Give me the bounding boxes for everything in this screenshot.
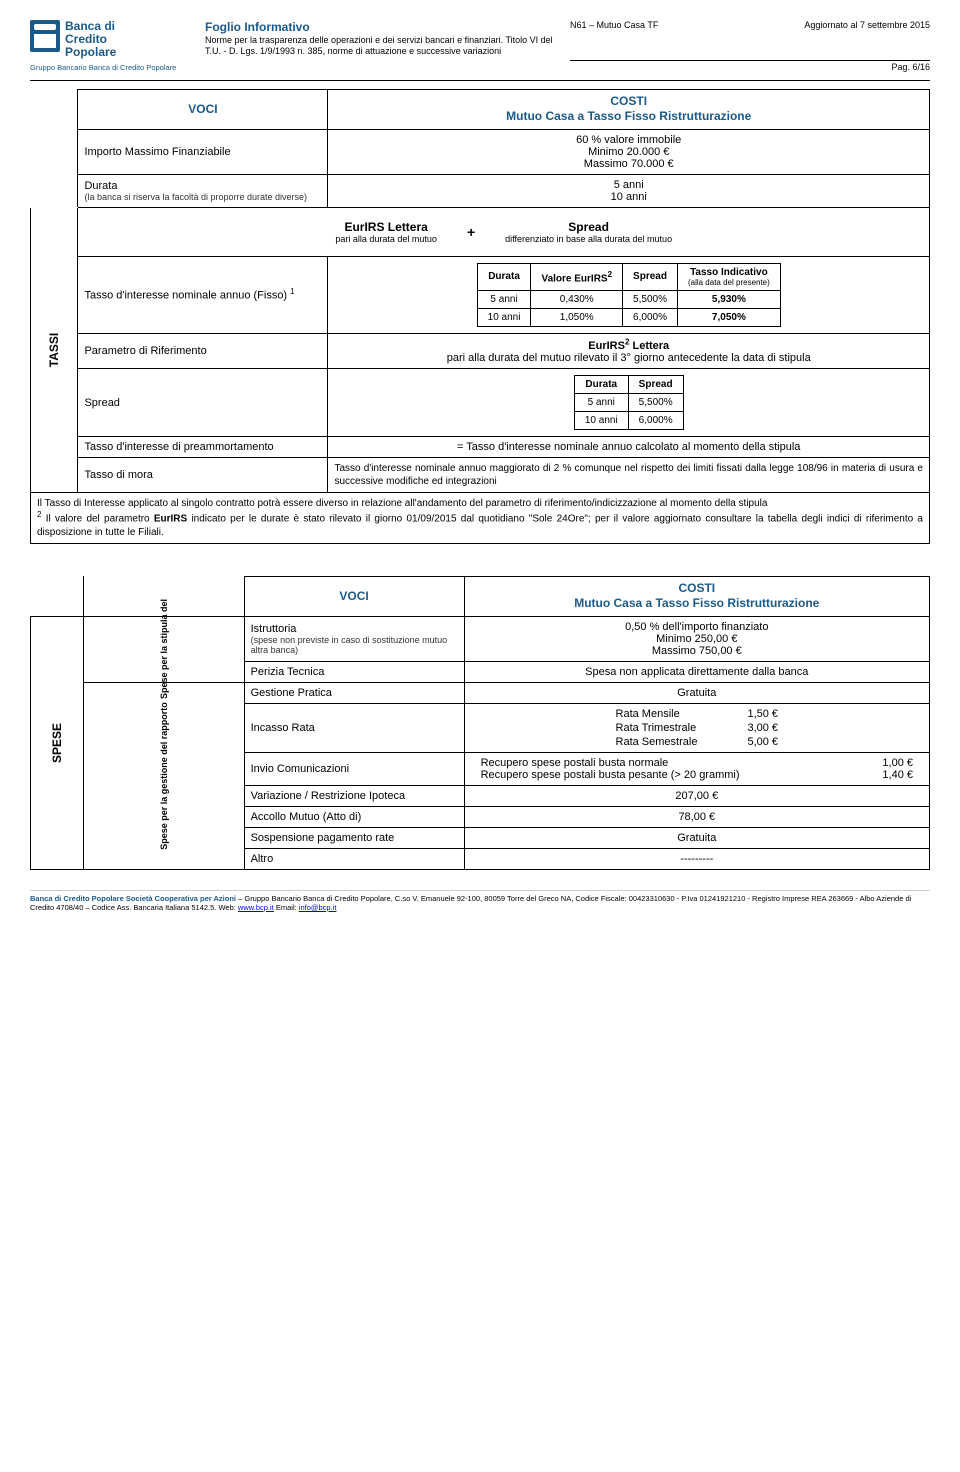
row-istruttoria-label: Istruttoria (spese non previste in caso … xyxy=(244,616,464,661)
row-sosp-label: Sospensione pagamento rate xyxy=(244,827,464,848)
tassi-vertical-label: TASSI xyxy=(31,207,78,493)
row-var-label: Variazione / Restrizione Ipoteca xyxy=(244,785,464,806)
row-gest-pratica-label: Gestione Pratica xyxy=(244,682,464,703)
row-gest-pratica-value: Gratuita xyxy=(464,682,929,703)
logo-block: Banca di Credito Popolare Gruppo Bancari… xyxy=(30,20,190,72)
spread-sub-table: DurataSpread 5 anni5,500% 10 anni6,000% xyxy=(574,375,684,430)
costi-header-2: COSTI Mutuo Casa a Tasso Fisso Ristruttu… xyxy=(464,576,929,616)
row-invio-label: Invio Comunicazioni xyxy=(244,752,464,785)
costs-table-1: VOCI COSTI Mutuo Casa a Tasso Fisso Rist… xyxy=(30,89,930,544)
row-spread-value: DurataSpread 5 anni5,500% 10 anni6,000% xyxy=(328,369,930,437)
page-header: Banca di Credito Popolare Gruppo Bancari… xyxy=(30,20,930,72)
row-preamm-label: Tasso d'interesse di preammortamento xyxy=(78,437,328,458)
row-tasso-fisso-value: Durata Valore EurIRS2 Spread Tasso Indic… xyxy=(328,256,930,333)
doc-updated: Aggiornato al 7 settembre 2015 xyxy=(804,20,930,30)
doc-ref: N61 – Mutuo Casa TF xyxy=(570,20,658,30)
row-mora-value: Tasso d'interesse nominale annuo maggior… xyxy=(328,458,930,493)
row-tasso-fisso-label: Tasso d'interesse nominale annuo (Fisso)… xyxy=(78,256,328,333)
row-preamm-value: = Tasso d'interesse nominale annuo calco… xyxy=(328,437,930,458)
row-invio-value: Recupero spese postali busta normale1,00… xyxy=(464,752,929,785)
page-footer: Banca di Credito Popolare Società Cooper… xyxy=(30,890,930,912)
bank-logo-icon xyxy=(30,20,60,52)
header-middle: Foglio Informativo Norme per la traspare… xyxy=(205,20,555,72)
row-accollo-label: Accollo Mutuo (Atto di) xyxy=(244,806,464,827)
row-durata-label: Durata (la banca si riserva la facoltà d… xyxy=(78,174,328,207)
bank-name-3: Popolare xyxy=(65,46,116,59)
spese-vertical-label: SPESE xyxy=(31,616,84,869)
row-istruttoria-value: 0,50 % dell'importo finanziato Minimo 25… xyxy=(464,616,929,661)
row-importo-label: Importo Massimo Finanziabile xyxy=(78,129,328,174)
row-param-label: Parametro di Riferimento xyxy=(78,333,328,369)
footer-email-link[interactable]: info@bcp.it xyxy=(299,903,337,912)
voci-header: VOCI xyxy=(78,89,328,129)
row-accollo-value: 78,00 € xyxy=(464,806,929,827)
row-perizia-value: Spesa non applicata direttamente dalla b… xyxy=(464,661,929,682)
bank-group-sub: Gruppo Bancario Banca di Credito Popolar… xyxy=(30,63,190,72)
header-divider xyxy=(30,80,930,81)
row-importo-value: 60 % valore immobile Minimo 20.000 € Mas… xyxy=(328,129,930,174)
formula-row: EurIRS Lettera pari alla durata del mutu… xyxy=(78,207,930,256)
row-perizia-label: Perizia Tecnica xyxy=(244,661,464,682)
footer-web-link[interactable]: www.bcp.it xyxy=(238,903,274,912)
doc-title: Foglio Informativo xyxy=(205,20,555,35)
row-altro-label: Altro xyxy=(244,848,464,869)
row-param-value: EurIRS2 Lettera pari alla durata del mut… xyxy=(328,333,930,369)
header-right: N61 – Mutuo Casa TF Aggiornato al 7 sett… xyxy=(570,20,930,72)
voci-header-2: VOCI xyxy=(244,576,464,616)
tasso-sub-table: Durata Valore EurIRS2 Spread Tasso Indic… xyxy=(477,263,781,327)
row-mora-label: Tasso di mora xyxy=(78,458,328,493)
row-altro-value: --------- xyxy=(464,848,929,869)
doc-subtitle: Norme per la trasparenza delle operazion… xyxy=(205,35,555,58)
notes-row: Il Tasso di Interesse applicato al singo… xyxy=(31,493,930,543)
costi-header: COSTI Mutuo Casa a Tasso Fisso Ristruttu… xyxy=(328,89,930,129)
row-sosp-value: Gratuita xyxy=(464,827,929,848)
gestione-vertical-label: Spese per la gestione del rapporto xyxy=(84,682,245,869)
spese-table: VOCI COSTI Mutuo Casa a Tasso Fisso Rist… xyxy=(30,576,930,870)
page-number: Pag. 6/16 xyxy=(570,60,930,72)
row-incasso-label: Incasso Rata xyxy=(244,703,464,752)
row-spread-label: Spread xyxy=(78,369,328,437)
row-var-value: 207,00 € xyxy=(464,785,929,806)
row-incasso-value: Rata Mensile Rata Trimestrale Rata Semes… xyxy=(464,703,929,752)
stipula-vertical-label: Spese per la stipula del xyxy=(84,616,245,682)
row-durata-value: 5 anni 10 anni xyxy=(328,174,930,207)
